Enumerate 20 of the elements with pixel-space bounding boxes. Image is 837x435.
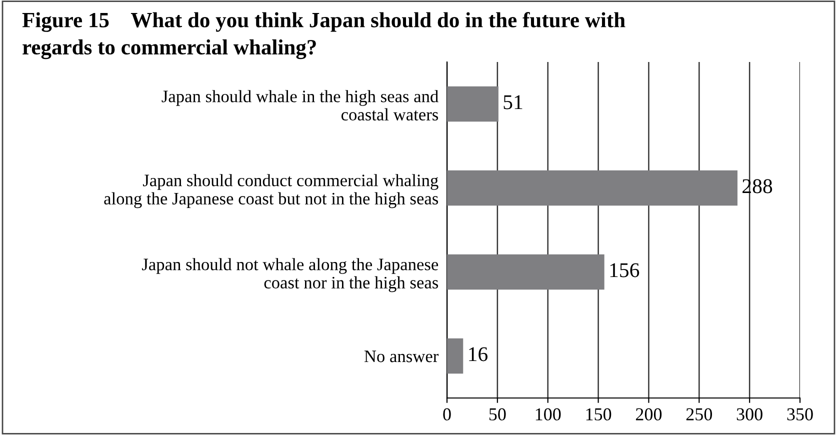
x-tick-label: 250 bbox=[686, 408, 712, 420]
x-tick-label: 0 bbox=[443, 408, 451, 420]
x-tick-label: 300 bbox=[736, 408, 762, 420]
data-label: 16 bbox=[469, 347, 488, 362]
bar bbox=[447, 86, 498, 122]
y-tick-label: Japan should whale in the high seas and coastal waters bbox=[162, 90, 438, 120]
y-tick-label: Japan should not whale along the Japanese coast nor in the high seas bbox=[142, 258, 438, 292]
x-tick-label: 150 bbox=[586, 408, 612, 420]
bar bbox=[447, 170, 738, 206]
chart-title: Figure 15 What do you think Japan should do in the future with regards to commercial whaling? bbox=[22, 12, 626, 60]
y-tick-label: Japan should conduct commercial whaling along the Japanese coast but not in the high seas bbox=[104, 174, 438, 208]
x-tick-label: 100 bbox=[536, 408, 561, 420]
x-tick-label: 50 bbox=[489, 408, 506, 420]
bar bbox=[447, 254, 604, 290]
y-tick-label: No answer bbox=[364, 350, 439, 362]
bar bbox=[447, 338, 464, 374]
data-label: 51 bbox=[504, 95, 522, 110]
x-tick-label: 200 bbox=[636, 408, 662, 420]
data-label: 156 bbox=[610, 263, 640, 278]
x-tick-label: 350 bbox=[787, 408, 813, 420]
